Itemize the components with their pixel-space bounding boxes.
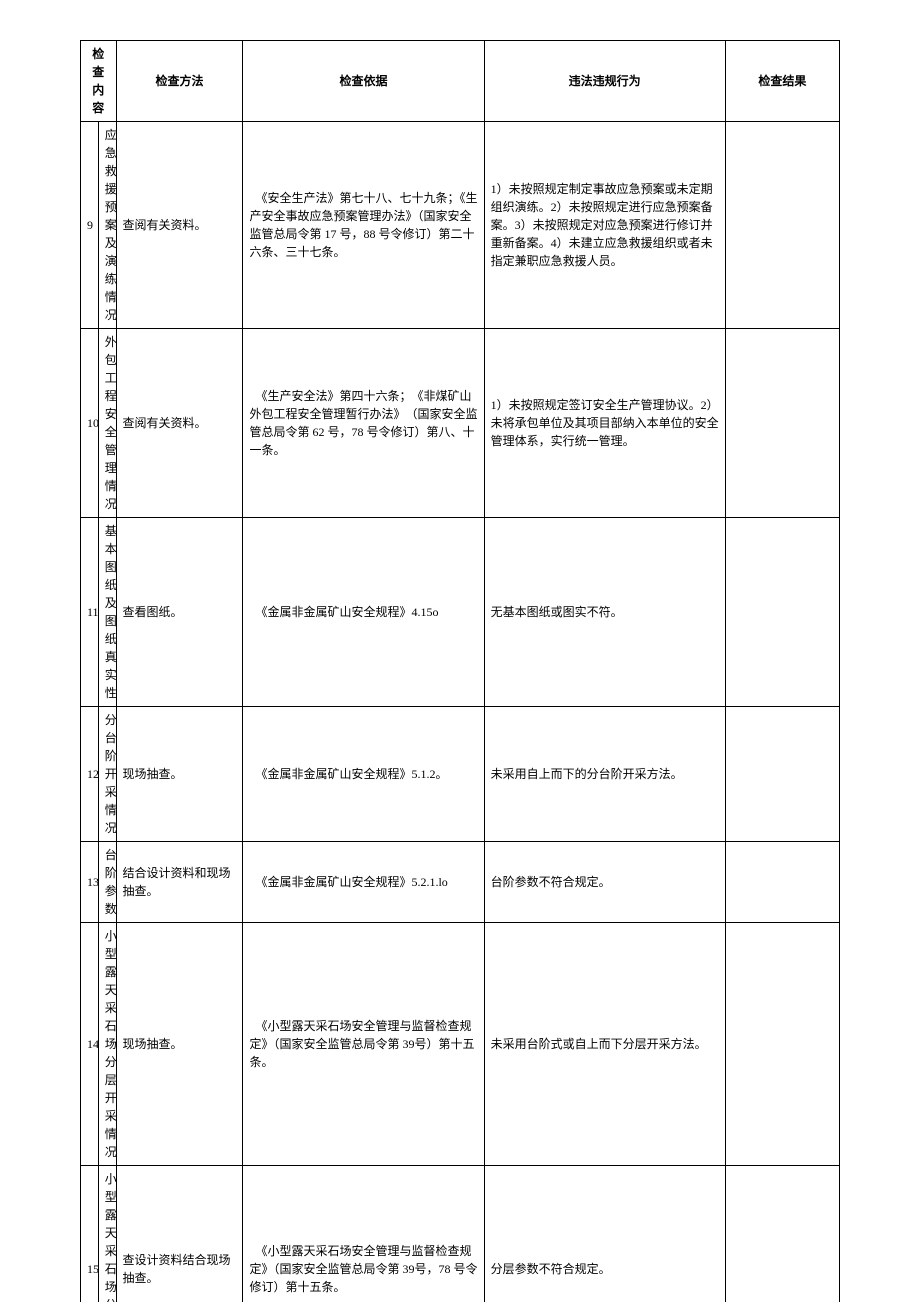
header-content: 检查内容: [81, 41, 117, 122]
cell-result: [725, 329, 839, 518]
cell-basis: 《金属非金属矿山安全规程》4.15o: [243, 518, 484, 707]
cell-method: 现场抽查。: [116, 923, 243, 1166]
cell-result: [725, 1166, 839, 1302]
cell-result: [725, 122, 839, 329]
table-row: 12分台阶开采情况现场抽查。 《金属非金属矿山安全规程》5.1.2。未采用自上而…: [81, 707, 840, 842]
cell-result: [725, 707, 839, 842]
cell-method: 查设计资料结合现场抽查。: [116, 1166, 243, 1302]
cell-method: 查阅有关资料。: [116, 329, 243, 518]
cell-basis: 《金属非金属矿山安全规程》5.1.2。: [243, 707, 484, 842]
table-row: 13台阶参数结合设计资料和现场抽查。 《金属非金属矿山安全规程》5.2.1.lo…: [81, 842, 840, 923]
cell-num: 14: [81, 923, 99, 1166]
cell-content: 台阶参数: [98, 842, 116, 923]
cell-num: 15: [81, 1166, 99, 1302]
cell-basis: 《小型露天采石场安全管理与监督检查规定》（国家安全监管总局令第 39号）第十五条…: [243, 923, 484, 1166]
cell-num: 10: [81, 329, 99, 518]
cell-violation: 未采用自上而下的分台阶开采方法。: [484, 707, 725, 842]
cell-violation: 1）未按照规定签订安全生产管理协议。2）未将承包单位及其项目部纳入本单位的安全管…: [484, 329, 725, 518]
cell-method: 查阅有关资料。: [116, 122, 243, 329]
table-row: 10外包工程安全管理情况查阅有关资料。 《生产安全法》第四十六条； 《非煤矿山外…: [81, 329, 840, 518]
cell-result: [725, 842, 839, 923]
header-method: 检查方法: [116, 41, 243, 122]
table-header-row: 检查内容 检查方法 检查依据 违法违规行为 检查结果: [81, 41, 840, 122]
header-violation: 违法违规行为: [484, 41, 725, 122]
cell-violation: 无基本图纸或图实不符。: [484, 518, 725, 707]
cell-basis: 《金属非金属矿山安全规程》5.2.1.lo: [243, 842, 484, 923]
cell-content: 应急救援预案及演练情况: [98, 122, 116, 329]
table-row: 9应急救援预案及演练情况查阅有关资料。 《安全生产法》第七十八、七十九条；《生产…: [81, 122, 840, 329]
inspection-table: 检查内容 检查方法 检查依据 违法违规行为 检查结果 9应急救援预案及演练情况查…: [80, 40, 840, 1302]
cell-result: [725, 923, 839, 1166]
cell-basis: 《生产安全法》第四十六条； 《非煤矿山外包工程安全管理暂行办法》 （国家安全监管…: [243, 329, 484, 518]
cell-num: 11: [81, 518, 99, 707]
table-row: 14小型露天采石场分层开采情况现场抽查。 《小型露天采石场安全管理与监督检查规定…: [81, 923, 840, 1166]
cell-content: 外包工程安全管理情况: [98, 329, 116, 518]
cell-num: 9: [81, 122, 99, 329]
cell-content: 基本图纸及图纸真实性: [98, 518, 116, 707]
table-row: 15小型露天采石场分层参数查设计资料结合现场抽查。 《小型露天采石场安全管理与监…: [81, 1166, 840, 1302]
cell-method: 结合设计资料和现场抽查。: [116, 842, 243, 923]
cell-content: 小型露天采石场分层开采情况: [98, 923, 116, 1166]
cell-method: 现场抽查。: [116, 707, 243, 842]
cell-num: 12: [81, 707, 99, 842]
cell-content: 小型露天采石场分层参数: [98, 1166, 116, 1302]
table-row: 11基本图纸及图纸真实性查看图纸。 《金属非金属矿山安全规程》4.15o无基本图…: [81, 518, 840, 707]
cell-basis: 《小型露天采石场安全管理与监督检查规定》（国家安全监管总局令第 39号，78 号…: [243, 1166, 484, 1302]
cell-basis: 《安全生产法》第七十八、七十九条；《生产安全事故应急预案管理办法》（国家安全监管…: [243, 122, 484, 329]
cell-violation: 1）未按照规定制定事故应急预案或未定期组织演练。2）未按照规定进行应急预案备案。…: [484, 122, 725, 329]
header-basis: 检查依据: [243, 41, 484, 122]
cell-method: 查看图纸。: [116, 518, 243, 707]
cell-violation: 分层参数不符合规定。: [484, 1166, 725, 1302]
cell-result: [725, 518, 839, 707]
cell-num: 13: [81, 842, 99, 923]
header-result: 检查结果: [725, 41, 839, 122]
cell-violation: 台阶参数不符合规定。: [484, 842, 725, 923]
cell-violation: 未采用台阶式或自上而下分层开采方法。: [484, 923, 725, 1166]
cell-content: 分台阶开采情况: [98, 707, 116, 842]
